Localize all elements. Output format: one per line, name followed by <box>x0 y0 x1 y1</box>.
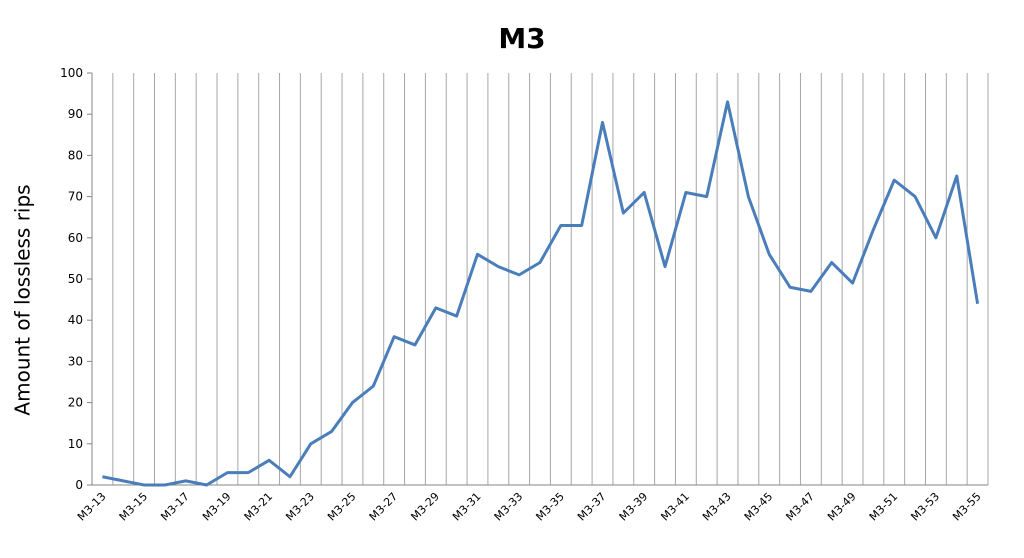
x-tick-label: M3-55 <box>950 490 984 524</box>
x-tick-label: M3-43 <box>700 490 734 524</box>
x-tick-label: M3-39 <box>617 490 651 524</box>
y-tick-label: 50 <box>68 272 83 286</box>
y-tick-label: 20 <box>68 396 83 410</box>
y-tick-label: 100 <box>60 66 83 80</box>
y-tick-label: 60 <box>68 231 83 245</box>
x-tick-label: M3-29 <box>408 490 442 524</box>
x-tick-label: M3-23 <box>283 490 317 524</box>
x-tick-label: M3-45 <box>742 490 776 524</box>
x-tick-label: M3-25 <box>325 490 359 524</box>
chart-title: M3 <box>498 22 545 55</box>
x-tick-label: M3-47 <box>783 490 817 524</box>
x-tick-label: M3-31 <box>450 490 484 524</box>
y-tick-label: 30 <box>68 354 83 368</box>
x-tick-label: M3-19 <box>200 490 234 524</box>
data-line <box>102 100 980 487</box>
x-tick-label: M3-27 <box>367 490 401 524</box>
x-tick-label: M3-17 <box>158 490 192 524</box>
y-tick-label: 0 <box>75 478 83 492</box>
y-tick-label: 40 <box>68 313 83 327</box>
y-tick-label: 80 <box>68 148 83 162</box>
y-axis-label: Amount of lossless rips <box>11 184 35 415</box>
x-tick-label: M3-49 <box>825 490 859 524</box>
x-tick-label: M3-35 <box>533 490 567 524</box>
x-tick-label: M3-41 <box>658 490 692 524</box>
y-tick-label: 10 <box>68 437 83 451</box>
x-tick-label: M3-51 <box>867 490 901 524</box>
x-tick-label: M3-21 <box>242 490 276 524</box>
x-tick-label: M3-15 <box>117 490 151 524</box>
y-tick-label: 70 <box>68 190 83 204</box>
x-tick-label: M3-53 <box>908 490 942 524</box>
x-tick-label: M3-37 <box>575 490 609 524</box>
x-tick-label: M3-33 <box>492 490 526 524</box>
y-tick-label: 90 <box>68 107 83 121</box>
x-tick-label: M3-13 <box>75 490 109 524</box>
